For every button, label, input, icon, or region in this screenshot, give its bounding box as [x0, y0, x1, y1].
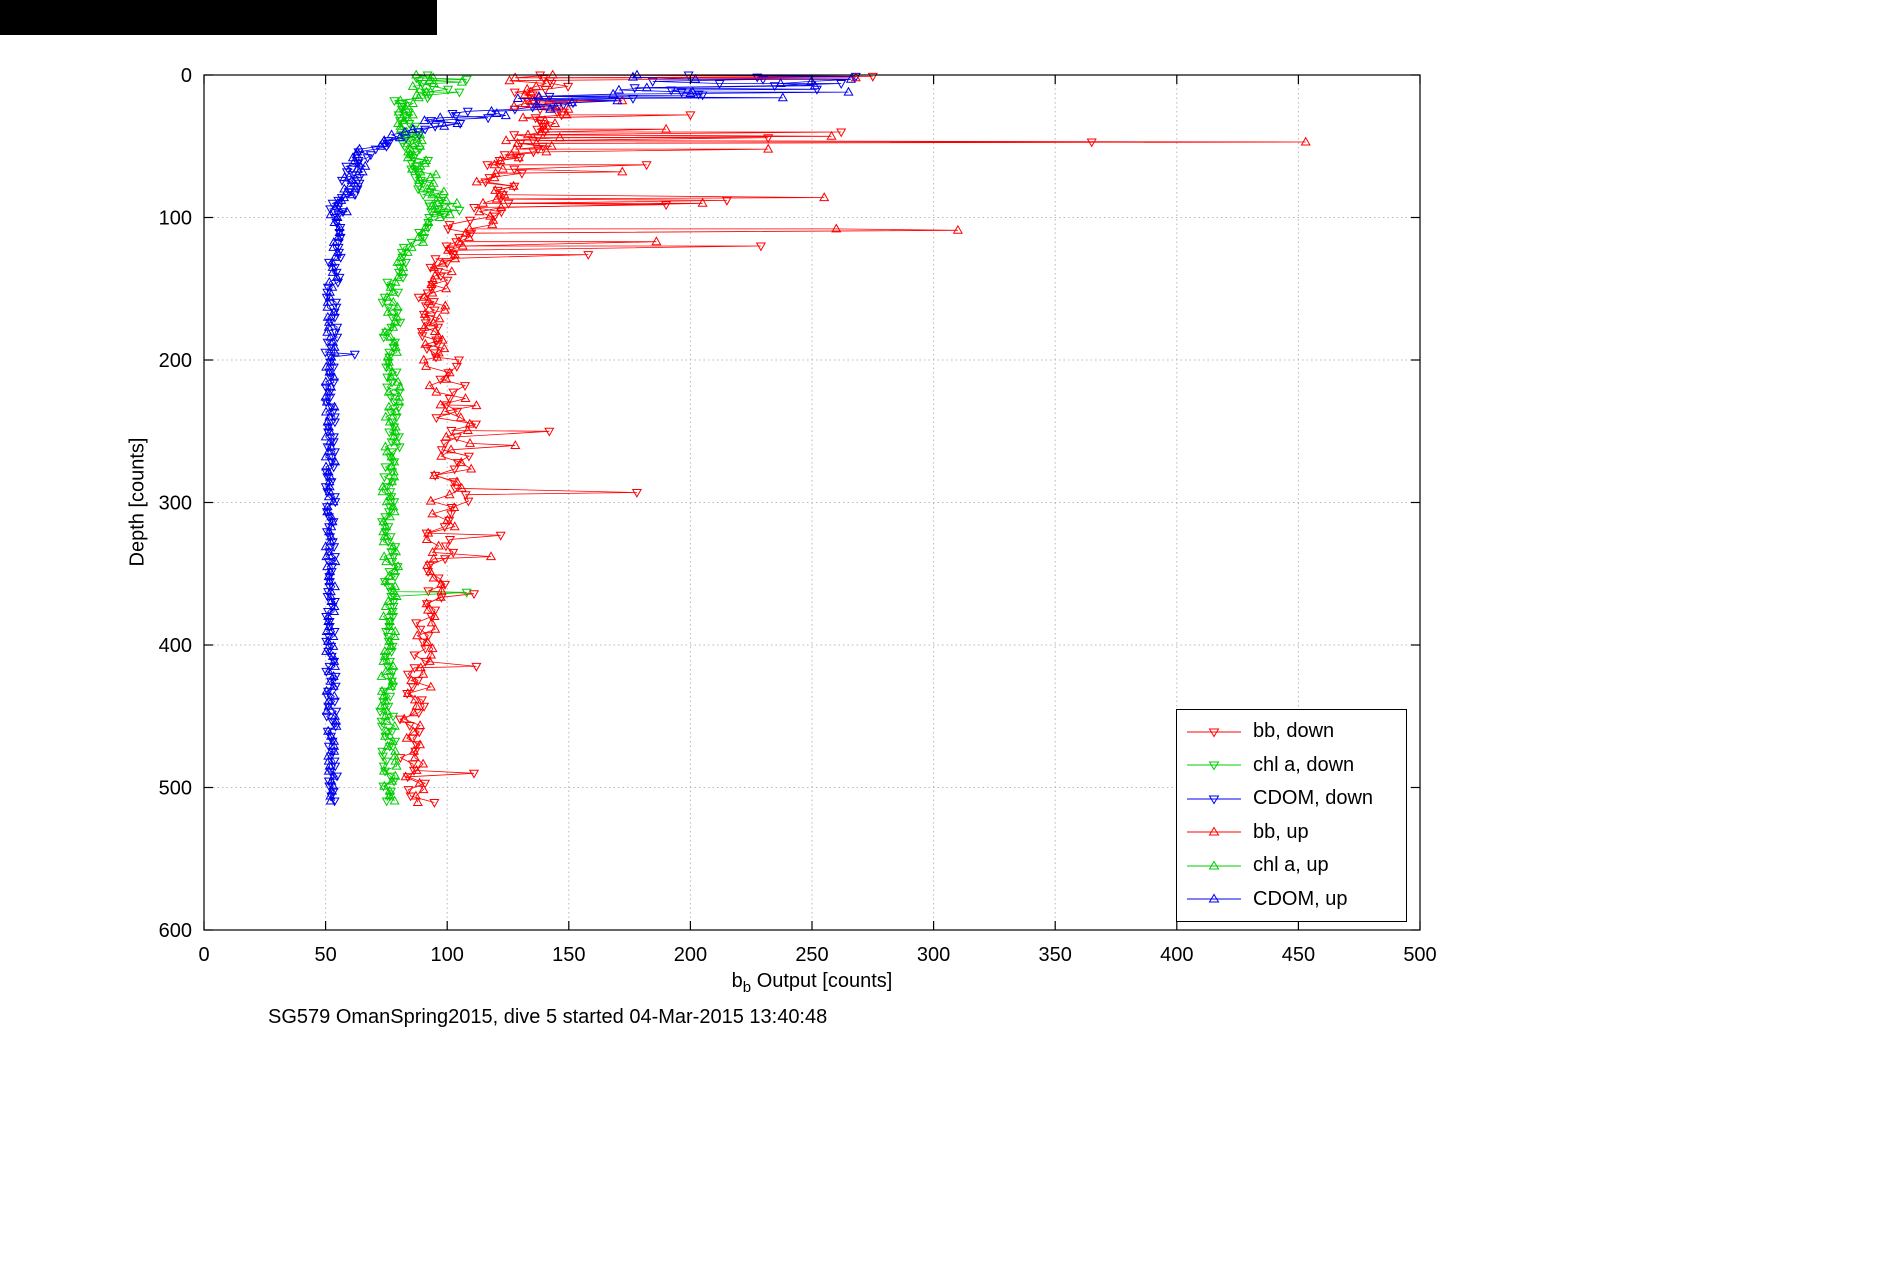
figure-caption: SG579 OmanSpring2015, dive 5 started 04-… — [268, 1006, 828, 1028]
legend-marker-triangle-down-icon — [1208, 795, 1220, 805]
legend-label: bb, up — [1253, 820, 1309, 843]
legend-marker-triangle-down-icon — [1208, 761, 1220, 771]
series-markers-cdom-down — [320, 71, 861, 807]
x-axis-label-base: b — [731, 970, 743, 992]
legend-marker-triangle-up-icon — [1208, 893, 1220, 903]
x-tick-label: 400 — [1160, 944, 1193, 966]
x-axis-label-subscript: b — [742, 979, 752, 996]
legend-line-sample-bb-up — [1187, 826, 1241, 836]
y-axis-label: Depth [counts] — [126, 437, 149, 567]
x-tick-label: 50 — [314, 944, 336, 966]
legend-label: chl a, up — [1253, 854, 1329, 877]
legend-marker-triangle-up-icon — [1208, 826, 1220, 836]
legend-label: bb, down — [1253, 720, 1335, 743]
legend-marker-triangle-down-icon — [1208, 728, 1220, 738]
series-markers-cdom-up — [320, 69, 856, 805]
legend-line-sample-cdom-down — [1187, 795, 1241, 805]
window-artifact-bar — [0, 0, 437, 35]
y-tick-label: 100 — [159, 208, 192, 230]
legend-entry-bb-down: bb, down — [1177, 715, 1406, 749]
legend-line-sample-bb-down — [1187, 728, 1241, 738]
series-line-cdom-down — [324, 74, 856, 802]
legend-line-sample-chla-down — [1187, 761, 1241, 771]
y-tick-label: 300 — [159, 493, 192, 515]
y-tick-label: 500 — [159, 778, 192, 800]
legend-entry-cdom-up: CDOM, up — [1177, 883, 1406, 917]
legend-label: CDOM, up — [1253, 887, 1348, 910]
y-tick-label: 0 — [181, 65, 192, 87]
x-tick-label: 350 — [1039, 944, 1072, 966]
legend-label: CDOM, down — [1253, 787, 1374, 810]
y-tick-label: 600 — [159, 920, 192, 942]
x-tick-label: 150 — [552, 944, 585, 966]
y-tick-label: 400 — [159, 635, 192, 657]
x-tick-label: 100 — [431, 944, 464, 966]
y-tick-label: 200 — [159, 350, 192, 372]
legend-line-sample-chla-up — [1187, 860, 1241, 870]
series-markers-bb-up — [399, 69, 1311, 806]
x-axis-label: bb Output [counts] — [732, 970, 893, 996]
legend-entry-bb-up: bb, up — [1177, 816, 1406, 850]
x-tick-label: 0 — [198, 944, 209, 966]
series-line-bb-down — [399, 74, 1092, 803]
x-tick-label: 450 — [1282, 944, 1315, 966]
legend-line-sample-cdom-up — [1187, 893, 1241, 903]
series-markers-chla-up — [375, 69, 467, 805]
legend-marker-triangle-up-icon — [1208, 860, 1220, 870]
legend-entry-chla-down: chl a, down — [1177, 749, 1406, 783]
x-axis-label-rest: Output [counts] — [751, 970, 893, 992]
series-line-bb-up — [403, 74, 1306, 803]
legend-entry-chla-up: chl a, up — [1177, 849, 1406, 883]
x-tick-label: 200 — [674, 944, 707, 966]
x-tick-label: 300 — [917, 944, 950, 966]
x-tick-label: 250 — [795, 944, 828, 966]
legend-label: chl a, down — [1253, 753, 1355, 776]
x-tick-label: 500 — [1403, 944, 1436, 966]
legend-entry-cdom-down: CDOM, down — [1177, 782, 1406, 816]
legend: bb, down chl a, down CDOM, down bb, up chl a… — [1176, 709, 1407, 922]
series-markers-bb-down — [394, 71, 1097, 808]
